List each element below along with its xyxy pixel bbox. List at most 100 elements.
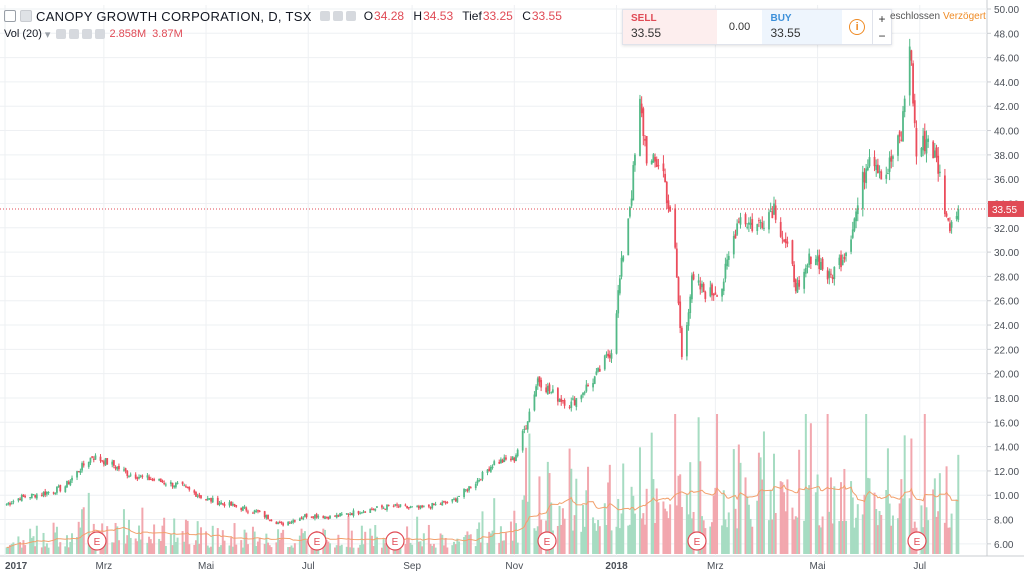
candle-body bbox=[783, 239, 785, 242]
volume-bars bbox=[5, 414, 960, 554]
volume-bar bbox=[442, 545, 445, 554]
volume-bar bbox=[866, 477, 869, 554]
candle-body bbox=[141, 475, 144, 477]
volume-bar bbox=[370, 535, 373, 554]
volume-bar bbox=[747, 504, 750, 554]
volume-bar bbox=[399, 544, 402, 554]
candle-body bbox=[242, 506, 244, 511]
volume-ma-value: 3.87M bbox=[152, 28, 183, 40]
volume-dropdown-icon[interactable]: ▾ bbox=[44, 28, 51, 41]
candle-body bbox=[597, 367, 599, 372]
volume-bar bbox=[159, 540, 162, 554]
volume-close-icon[interactable] bbox=[95, 29, 106, 39]
candle-body bbox=[505, 457, 507, 460]
candle-body bbox=[52, 492, 55, 494]
y-tick-label: 8.00 bbox=[994, 516, 1014, 527]
candle-body bbox=[429, 507, 432, 509]
volume-bar bbox=[198, 543, 201, 554]
candle-body bbox=[511, 456, 514, 460]
volume-bar bbox=[7, 547, 10, 554]
volume-bar bbox=[595, 530, 598, 554]
candle-body bbox=[669, 206, 672, 212]
y-tick-label: 40.00 bbox=[994, 127, 1019, 138]
volume-bar bbox=[779, 481, 782, 554]
candle-body bbox=[536, 378, 539, 386]
candle-body bbox=[488, 468, 491, 472]
volume-bar bbox=[325, 539, 328, 554]
candle-body bbox=[47, 491, 50, 493]
candle-body bbox=[563, 400, 566, 406]
volume-bar bbox=[573, 515, 576, 554]
candle-body bbox=[627, 218, 630, 256]
volume-bar bbox=[793, 519, 796, 554]
volume-bar bbox=[535, 530, 538, 554]
candle-body bbox=[843, 256, 846, 260]
volume-bar bbox=[263, 543, 266, 554]
candle-body bbox=[463, 488, 465, 497]
volume-add-icon[interactable] bbox=[82, 29, 93, 39]
eye-icon[interactable] bbox=[332, 11, 343, 21]
candle-body bbox=[106, 458, 109, 465]
candle-body bbox=[949, 223, 951, 232]
volume-bar bbox=[804, 414, 807, 554]
volume-bar bbox=[744, 477, 747, 554]
volume-bar bbox=[174, 542, 177, 554]
volume-bar bbox=[153, 524, 156, 554]
candle-body bbox=[151, 479, 154, 481]
info-button[interactable]: i bbox=[842, 10, 872, 44]
volume-bar bbox=[855, 517, 858, 554]
volume-bar bbox=[746, 496, 749, 554]
candle-body bbox=[164, 484, 167, 486]
volume-bar bbox=[737, 444, 740, 554]
more-icon[interactable] bbox=[345, 11, 356, 21]
minus-button[interactable]: − bbox=[878, 28, 886, 43]
candle-body bbox=[35, 494, 38, 499]
volume-bar bbox=[655, 488, 658, 554]
candle-body bbox=[253, 510, 256, 513]
candle-body bbox=[9, 503, 11, 505]
volume-bar bbox=[220, 545, 223, 554]
candle-body bbox=[329, 515, 331, 519]
candle-body bbox=[149, 478, 152, 480]
candle-body bbox=[759, 222, 762, 224]
volume-bar bbox=[503, 540, 506, 554]
delayed-badge[interactable]: Verzögert bbox=[943, 11, 986, 22]
volume-eye-icon[interactable] bbox=[69, 29, 80, 39]
plus-button[interactable]: + bbox=[878, 11, 886, 26]
volume-bar bbox=[511, 540, 514, 554]
volume-bar bbox=[69, 541, 72, 554]
volume-bar bbox=[927, 520, 930, 554]
volume-bar bbox=[885, 489, 888, 554]
volume-bar bbox=[627, 525, 630, 554]
candles bbox=[5, 38, 960, 527]
volume-bar bbox=[796, 517, 799, 554]
candle-body bbox=[384, 508, 387, 510]
volume-bar bbox=[583, 526, 586, 554]
candle-body bbox=[233, 503, 236, 506]
candle-body bbox=[620, 257, 623, 277]
volume-bar bbox=[615, 526, 618, 554]
volume-bar bbox=[208, 547, 211, 554]
volume-bar bbox=[278, 539, 281, 554]
candle-body bbox=[572, 398, 574, 400]
candle-body bbox=[206, 498, 209, 501]
volume-bar bbox=[608, 464, 611, 554]
volume-bar bbox=[638, 447, 641, 554]
candle-body bbox=[113, 460, 115, 466]
candle-body bbox=[94, 455, 97, 460]
volume-bar bbox=[783, 492, 786, 554]
candle-body bbox=[761, 222, 764, 228]
volume-bar bbox=[352, 547, 355, 554]
volume-bar bbox=[845, 520, 848, 554]
candle-body bbox=[474, 484, 477, 489]
buy-button[interactable]: BUY 33.55 bbox=[762, 10, 843, 44]
candle-body bbox=[210, 497, 212, 502]
collapse-icon[interactable] bbox=[4, 10, 16, 22]
volume-settings-icon[interactable] bbox=[56, 29, 67, 39]
candle-body bbox=[218, 503, 221, 505]
settings-icon[interactable] bbox=[319, 11, 330, 21]
sell-button[interactable]: SELL 33.55 bbox=[623, 10, 717, 44]
candle-body bbox=[739, 217, 742, 225]
